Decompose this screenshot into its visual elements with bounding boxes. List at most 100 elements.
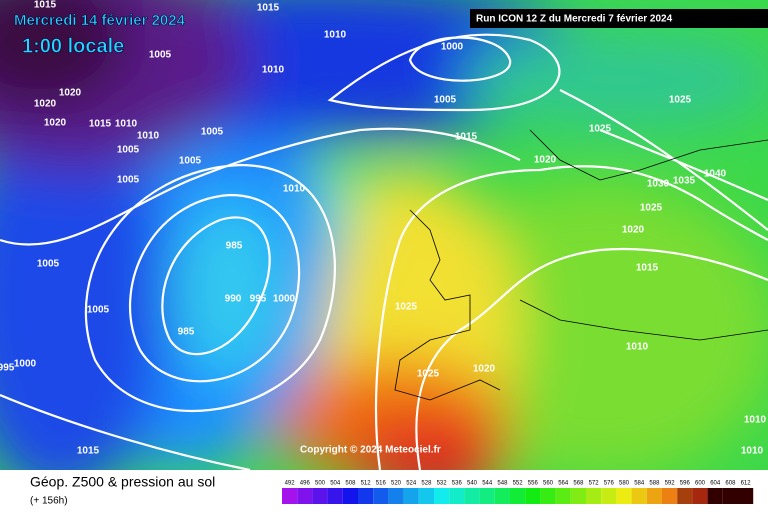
scale-label: 588 — [649, 481, 660, 487]
scale-label: 556 — [528, 481, 539, 487]
scale-label: 568 — [573, 481, 584, 487]
scale-swatch — [662, 488, 678, 504]
footer-lead: (+ 156h) — [30, 496, 68, 507]
scale-label: 536 — [452, 481, 463, 487]
scale-label: 604 — [710, 481, 721, 487]
scale-swatch — [616, 488, 632, 504]
scale-label: 600 — [695, 481, 706, 487]
isobar-label: 1010 — [324, 30, 347, 41]
isobar-label: 985 — [226, 241, 243, 252]
isobar-label: 1020 — [473, 364, 496, 375]
scale-label: 528 — [421, 481, 432, 487]
scale-swatch — [646, 488, 662, 504]
scale-swatch — [707, 488, 723, 504]
scale-label: 544 — [482, 481, 493, 487]
scale-swatch — [479, 488, 495, 504]
isobar-label: 1005 — [117, 145, 140, 156]
isobar-label: 990 — [225, 294, 242, 305]
scale-swatch — [312, 488, 328, 504]
isobar-label: 1010 — [137, 131, 160, 142]
isobar-label: 1005 — [87, 305, 110, 316]
scale-swatch — [631, 488, 647, 504]
isobar-label: 1005 — [179, 156, 202, 167]
scale-label: 596 — [680, 481, 691, 487]
isobar-label: 1015 — [636, 263, 659, 274]
scale-label: 592 — [665, 481, 676, 487]
isobar-label: 1005 — [117, 175, 140, 186]
run-banner — [470, 9, 768, 28]
isobar-label: 1010 — [283, 184, 306, 195]
scale-swatch — [297, 488, 313, 504]
isobar-label: 1020 — [622, 225, 645, 236]
isobar-label: 1020 — [44, 118, 67, 129]
scale-swatch — [464, 488, 480, 504]
isobar-label: 1005 — [201, 127, 224, 138]
scale-label: 492 — [285, 481, 296, 487]
isobar-label: 1005 — [434, 95, 457, 106]
scale-label: 496 — [300, 481, 311, 487]
isobar-label: 1020 — [59, 88, 82, 99]
date-title: Mercredi 14 février 2024 — [14, 12, 186, 29]
isobar-label: 995 — [0, 363, 15, 374]
isobar-label: 1000 — [14, 359, 37, 370]
scale-label: 608 — [725, 481, 736, 487]
scale-swatch — [601, 488, 617, 504]
scale-label: 564 — [558, 481, 569, 487]
scale-swatch — [358, 488, 374, 504]
scale-swatch — [434, 488, 450, 504]
scale-label: 500 — [315, 481, 326, 487]
isobar-label: 1000 — [273, 294, 296, 305]
scale-swatch — [586, 488, 602, 504]
isobar-label: 1030 — [647, 179, 670, 190]
scale-label: 508 — [345, 481, 356, 487]
scale-label: 576 — [604, 481, 615, 487]
scale-swatch — [540, 488, 556, 504]
scale-label: 524 — [406, 481, 417, 487]
isobar-label: 985 — [178, 327, 195, 338]
isobar-label: 1010 — [744, 415, 767, 426]
scale-swatch — [494, 488, 510, 504]
isobar-label: 1005 — [149, 50, 172, 61]
isobar-label: 1035 — [673, 176, 696, 187]
map-field — [0, 0, 768, 470]
scale-label: 612 — [741, 481, 752, 487]
scale-swatch — [677, 488, 693, 504]
scale-swatch — [692, 488, 708, 504]
scale-swatch — [449, 488, 465, 504]
scale-swatch — [738, 488, 754, 504]
scale-swatch — [418, 488, 434, 504]
isobar-label: 1025 — [669, 95, 692, 106]
scale-swatch — [373, 488, 389, 504]
isobar-label: 1015 — [89, 119, 112, 130]
run-info: Run ICON 12 Z du Mercredi 7 février 2024 — [476, 14, 673, 25]
scale-swatch — [282, 488, 298, 504]
scale-swatch — [570, 488, 586, 504]
isobar-label: 1040 — [704, 169, 727, 180]
scale-label: 504 — [330, 481, 341, 487]
scale-label: 516 — [376, 481, 387, 487]
isobar-label: 1015 — [34, 0, 57, 11]
scale-swatch — [722, 488, 738, 504]
scale-label: 540 — [467, 481, 478, 487]
isobar-label: 1025 — [589, 124, 612, 135]
footer-title: Géop. Z500 & pression au sol — [30, 474, 215, 490]
scale-label: 580 — [619, 481, 630, 487]
scale-swatch — [403, 488, 419, 504]
isobar-label: 1025 — [417, 369, 440, 380]
isobar-label: 1015 — [455, 132, 478, 143]
scale-label: 552 — [513, 481, 524, 487]
scale-swatch — [388, 488, 404, 504]
scale-label: 548 — [497, 481, 508, 487]
scale-label: 512 — [361, 481, 372, 487]
time-title: 1:00 locale — [22, 35, 124, 57]
scale-label: 532 — [437, 481, 448, 487]
scale-swatch — [525, 488, 541, 504]
scale-swatch — [555, 488, 571, 504]
isobar-label: 1020 — [34, 99, 57, 110]
scale-label: 560 — [543, 481, 554, 487]
copyright: Copyright © 2024 Meteociel.fr — [300, 445, 441, 456]
isobar-label: 1005 — [37, 259, 60, 270]
isobar-label: 1010 — [115, 119, 138, 130]
isobar-label: 1020 — [534, 155, 557, 166]
